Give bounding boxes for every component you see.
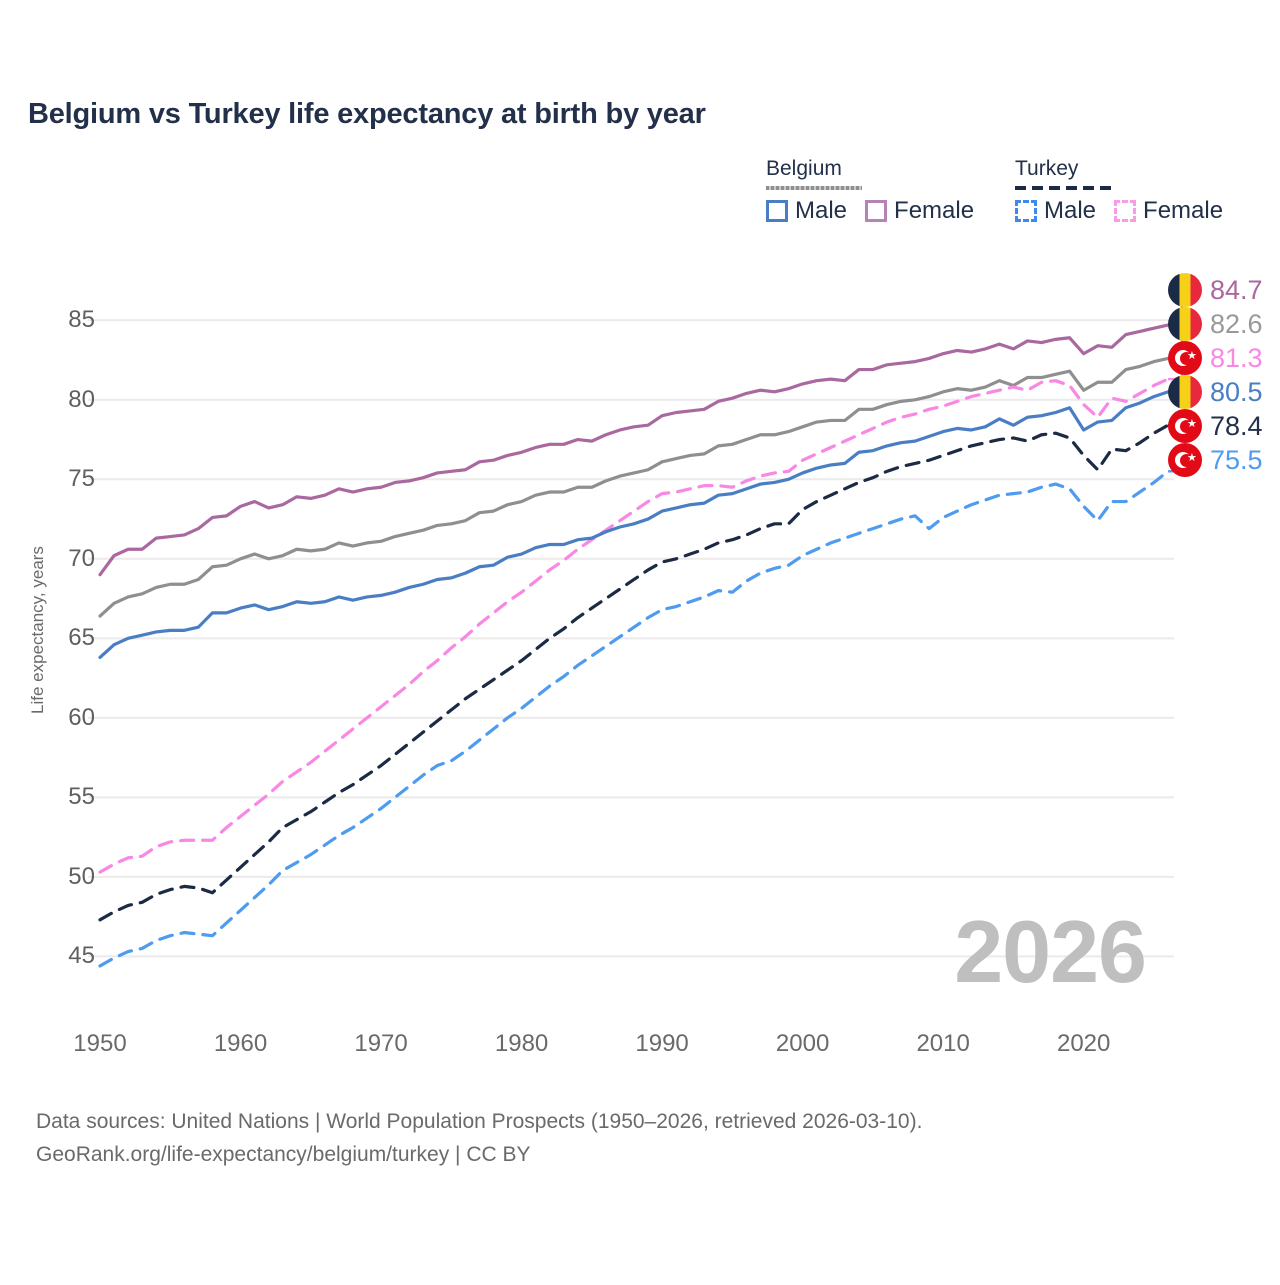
end-value-belgium-male: 80.5 (1210, 376, 1263, 407)
legend-entries-belgium: Male Female (766, 199, 992, 223)
legend-swatch-icon-belgium-female (865, 200, 888, 222)
belgium-flag-icon (1168, 375, 1202, 409)
legend-label-belgium-female: Female (894, 197, 975, 224)
end-value-turkey-female: 81.3 (1210, 342, 1263, 373)
end-label-turkey-male: 75.5 (1168, 442, 1263, 478)
legend-entries-turkey: Male Female (1015, 199, 1241, 223)
end-label-belgium-female: 84.7 (1168, 272, 1263, 308)
footer-data-sources: Data sources: United Nations | World Pop… (36, 1110, 923, 1133)
y-axis-tick: 70 (68, 544, 95, 572)
y-axis-tick: 45 (68, 942, 95, 970)
x-axis-tick: 1970 (354, 1030, 408, 1057)
y-axis-tick: 60 (68, 703, 95, 731)
end-value-turkey-total: 78.4 (1210, 410, 1263, 441)
turkey-flag-icon (1168, 409, 1202, 443)
legend-item-belgium-female[interactable]: Female (865, 199, 974, 223)
y-axis-tick: 75 (68, 465, 95, 493)
legend-swatch-icon-turkey-female (1114, 200, 1137, 222)
legend-item-belgium-male[interactable]: Male (766, 199, 847, 223)
x-axis-tick: 1950 (73, 1030, 127, 1057)
x-axis-tick: 2000 (775, 1030, 830, 1057)
legend-rule-turkey (1015, 186, 1111, 190)
chart-legend: Belgium Male Female Turkey Male (750, 158, 1260, 240)
y-axis-tick: 55 (68, 783, 95, 811)
y-axis-tick: 85 (68, 306, 95, 334)
x-axis-tick: 2010 (916, 1030, 970, 1057)
year-watermark: 2026 (954, 902, 1147, 1001)
turkey-flag-icon (1168, 341, 1202, 375)
x-axis-tick: 1980 (494, 1030, 549, 1057)
end-label-turkey-total: 78.4 (1168, 408, 1263, 444)
legend-item-turkey-female[interactable]: Female (1114, 199, 1223, 223)
x-axis-tick: 1990 (635, 1030, 689, 1057)
belgium-flag-icon (1168, 307, 1202, 341)
y-axis-tick: 65 (68, 624, 95, 652)
chart-footer: Data sources: United Nations | World Pop… (36, 1106, 922, 1171)
legend-label-turkey-female: Female (1143, 197, 1224, 224)
legend-swatch-icon-turkey-male (1015, 200, 1037, 222)
legend-label-turkey-male: Male (1044, 197, 1097, 224)
page-title: Belgium vs Turkey life expectancy at bir… (28, 98, 706, 130)
end-label-turkey-female: 81.3 (1168, 340, 1263, 376)
turkey-flag-icon (1168, 443, 1202, 477)
belgium-flag-icon (1168, 273, 1202, 307)
end-label-belgium-total: 82.6 (1168, 306, 1263, 342)
legend-item-turkey-male[interactable]: Male (1015, 199, 1096, 223)
end-value-belgium-female: 84.7 (1210, 274, 1263, 305)
legend-label-belgium-male: Male (795, 197, 848, 224)
y-axis-tick: 80 (68, 385, 95, 413)
x-axis-tick: 2020 (1056, 1030, 1111, 1057)
end-value-turkey-male: 75.5 (1210, 444, 1263, 475)
legend-group-belgium: Belgium Male Female (766, 158, 992, 223)
legend-group-turkey: Turkey Male Female (1015, 158, 1241, 223)
y-axis-label: Life expectancy, years (28, 546, 47, 714)
legend-country-belgium: Belgium (766, 157, 842, 180)
legend-country-turkey: Turkey (1015, 157, 1079, 180)
y-axis-tick: 50 (68, 862, 95, 890)
end-value-belgium-total: 82.6 (1210, 308, 1263, 339)
legend-rule-belgium (766, 186, 862, 190)
x-axis-tick: 1960 (213, 1030, 268, 1057)
end-label-belgium-male: 80.5 (1168, 374, 1263, 410)
legend-swatch-icon-belgium-male (766, 200, 788, 222)
footer-attribution: GeoRank.org/life-expectancy/belgium/turk… (36, 1142, 531, 1166)
